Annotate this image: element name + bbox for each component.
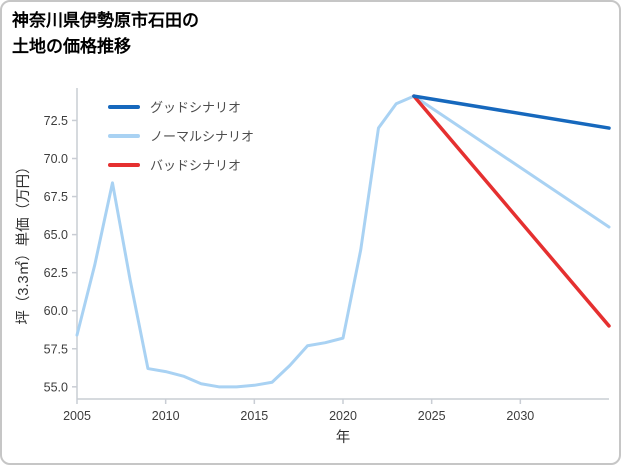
legend-swatch-normal-scenario bbox=[108, 133, 140, 138]
y-axis-label: 坪（3.3㎡）単価（万円） bbox=[16, 159, 32, 325]
svg-text:2010: 2010 bbox=[152, 409, 180, 423]
svg-text:65.0: 65.0 bbox=[44, 228, 68, 242]
svg-text:72.5: 72.5 bbox=[44, 114, 68, 128]
svg-text:2030: 2030 bbox=[506, 409, 534, 423]
svg-text:2015: 2015 bbox=[240, 409, 268, 423]
x-axis-label: 年 bbox=[335, 430, 351, 446]
chart-title: 神奈川県伊勢原市石田の 土地の価格推移 bbox=[12, 8, 199, 59]
legend-label-bad-scenario: バッドシナリオ bbox=[150, 158, 242, 173]
chart-title-line2: 土地の価格推移 bbox=[12, 36, 131, 56]
legend-label-normal-scenario: ノーマルシナリオ bbox=[150, 129, 255, 144]
legend-item-normal-scenario: ノーマルシナリオ bbox=[108, 126, 254, 145]
svg-text:2020: 2020 bbox=[329, 409, 357, 423]
svg-text:62.5: 62.5 bbox=[44, 266, 68, 280]
svg-text:57.5: 57.5 bbox=[44, 342, 68, 356]
svg-text:60.0: 60.0 bbox=[44, 304, 68, 318]
svg-text:2005: 2005 bbox=[63, 409, 91, 423]
legend-label-good-scenario: グッドシナリオ bbox=[150, 100, 242, 115]
legend-swatch-bad-scenario bbox=[108, 162, 140, 167]
svg-text:2025: 2025 bbox=[418, 409, 446, 423]
legend-item-good-scenario: グッドシナリオ bbox=[108, 97, 254, 116]
legend-item-bad-scenario: バッドシナリオ bbox=[108, 155, 254, 174]
svg-text:70.0: 70.0 bbox=[44, 152, 68, 166]
legend: グッドシナリオ ノーマルシナリオ バッドシナリオ bbox=[108, 97, 254, 174]
legend-swatch-good-scenario bbox=[108, 104, 140, 109]
chart-title-line1: 神奈川県伊勢原市石田の bbox=[12, 11, 199, 30]
svg-text:67.5: 67.5 bbox=[44, 190, 68, 204]
svg-text:55.0: 55.0 bbox=[44, 380, 68, 394]
